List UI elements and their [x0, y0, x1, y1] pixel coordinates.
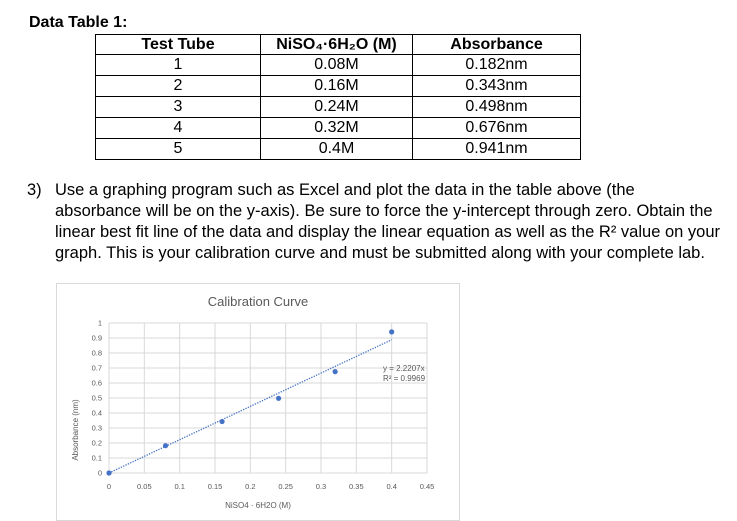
table-cell: 0.08M: [260, 54, 413, 76]
table-cell: 0.182nm: [412, 54, 581, 76]
table-cell: 0.4M: [260, 138, 413, 160]
data-points: [106, 329, 395, 476]
data-point: [332, 369, 338, 375]
table-cell: 0.498nm: [412, 96, 581, 118]
table-header-row: Test Tube NiSO₄·6H₂O (M) Absorbance: [95, 34, 581, 55]
table-cell: 0.32M: [260, 117, 413, 139]
table-cell: 0.16M: [260, 75, 413, 97]
y-tick-label: 0.2: [92, 439, 102, 448]
data-point: [389, 329, 395, 335]
table-row: 4 0.32M 0.676nm: [95, 117, 581, 139]
data-point: [106, 470, 112, 476]
table-cell: 0.676nm: [412, 117, 581, 139]
instruction-number: 3): [27, 181, 42, 199]
y-axis-label: Absorbance (nm): [71, 399, 80, 461]
x-tick-label: 0.35: [349, 482, 364, 491]
data-point: [162, 443, 169, 449]
table-row: 5 0.4M 0.941nm: [95, 138, 581, 160]
x-tick-label: 0.25: [278, 482, 293, 491]
table-cell: 0.941nm: [412, 138, 581, 160]
y-tick-label: 0.9: [92, 334, 102, 343]
y-tick-label: 0.4: [92, 409, 102, 418]
x-tick-label: 0.4: [386, 482, 396, 491]
page-heading: Data Table 1:: [29, 14, 128, 31]
y-tick-label: 0.5: [92, 394, 102, 403]
table-cell: 1: [95, 54, 261, 76]
y-tick-label: 0.1: [92, 454, 102, 463]
chart-canvas: Calibration Curve 0 0.1 0.2 0.3 0.4 0.5 0.6 0.7…: [71, 294, 434, 510]
x-tick-label: 0: [107, 482, 111, 491]
table-row: 1 0.08M 0.182nm: [95, 54, 581, 76]
data-point: [276, 395, 282, 401]
table-cell: 4: [95, 117, 261, 139]
y-axis-ticks: 0 0.1 0.2 0.3 0.4 0.5 0.6 0.7 0.8 0.9 1: [92, 319, 102, 478]
trendline-equation: y = 2.2207x: [383, 364, 425, 373]
table-row: 3 0.24M 0.498nm: [95, 96, 581, 118]
table-cell: 5: [95, 138, 261, 160]
table-cell: 0.343nm: [412, 75, 581, 97]
x-tick-label: 0.45: [420, 482, 435, 491]
y-tick-label: 0: [98, 469, 102, 478]
x-tick-label: 0.3: [316, 482, 326, 491]
calibration-chart: Calibration Curve 0 0.1 0.2 0.3 0.4 0.5 0.6 0.7…: [56, 283, 460, 521]
column-header: Absorbance: [412, 34, 581, 55]
table-row: 2 0.16M 0.343nm: [95, 75, 581, 97]
column-header: Test Tube: [95, 34, 261, 55]
r-squared-label: R² = 0.9969: [383, 374, 426, 383]
y-tick-label: 0.7: [92, 364, 102, 373]
table-cell: 0.24M: [260, 96, 413, 118]
data-point: [219, 418, 225, 425]
y-tick-label: 0.3: [92, 424, 102, 433]
x-axis-label: NiSO4 · 6H2O (M): [225, 501, 291, 510]
instruction-text: Use a graphing program such as Excel and…: [55, 181, 720, 262]
column-header: NiSO₄·6H₂O (M): [260, 34, 413, 55]
chart-gridlines: [108, 322, 428, 474]
table-cell: 2: [95, 75, 261, 97]
y-tick-label: 1: [98, 319, 102, 328]
y-tick-label: 0.8: [92, 349, 102, 358]
data-table: Test Tube NiSO₄·6H₂O (M) Absorbance 1 0.…: [95, 34, 581, 160]
y-tick-label: 0.6: [92, 379, 102, 388]
x-tick-label: 0.05: [137, 482, 152, 491]
x-tick-label: 0.1: [174, 482, 184, 491]
trendline: [108, 339, 392, 474]
table-cell: 3: [95, 96, 261, 118]
chart-title: Calibration Curve: [208, 294, 308, 309]
x-tick-label: 0.2: [245, 482, 255, 491]
x-axis-ticks: 0 0.05 0.1 0.15 0.2 0.25 0.3 0.35 0.4 0.45: [107, 482, 434, 491]
x-tick-label: 0.15: [208, 482, 223, 491]
